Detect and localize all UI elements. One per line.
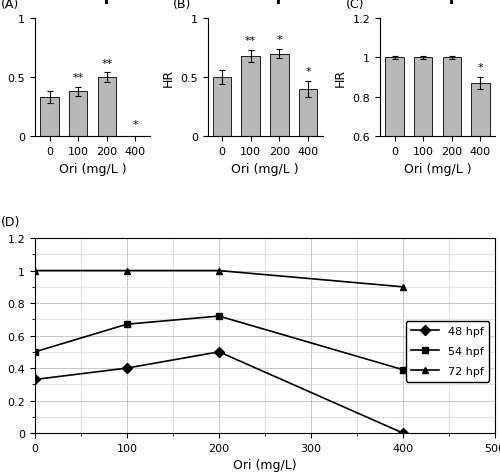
Bar	[471, 84, 490, 255]
Bar	[69, 92, 87, 137]
48 hpf	[124, 366, 130, 371]
Text: *: *	[132, 120, 138, 130]
Bar	[40, 98, 59, 137]
Bar	[98, 78, 116, 137]
Text: *: *	[276, 35, 282, 45]
48 hpf	[32, 377, 38, 383]
Text: *: *	[305, 67, 311, 77]
Y-axis label: HR: HR	[0, 327, 2, 345]
72 hpf	[400, 284, 406, 290]
Bar	[270, 54, 288, 137]
X-axis label: Ori (mg/L): Ori (mg/L)	[233, 458, 297, 471]
Y-axis label: HR: HR	[162, 69, 174, 87]
Text: (B): (B)	[173, 0, 192, 11]
48 hpf	[400, 430, 406, 436]
Text: (A): (A)	[0, 0, 19, 11]
Line: 54 hpf: 54 hpf	[32, 313, 406, 373]
Y-axis label: HR: HR	[334, 69, 347, 87]
Bar	[385, 59, 404, 255]
54 hpf	[216, 314, 222, 319]
72 hpf	[124, 268, 130, 274]
X-axis label: Ori (mg/L ): Ori (mg/L )	[231, 162, 299, 175]
Text: **: **	[101, 59, 112, 69]
Y-axis label: HR: HR	[0, 69, 2, 87]
Legend: 48 hpf, 54 hpf, 72 hpf: 48 hpf, 54 hpf, 72 hpf	[406, 321, 489, 382]
Title: 48 hpf: 48 hpf	[62, 0, 122, 4]
Line: 72 hpf: 72 hpf	[32, 268, 406, 291]
X-axis label: Ori (mg/L ): Ori (mg/L )	[58, 162, 126, 175]
54 hpf	[124, 322, 130, 327]
54 hpf	[400, 367, 406, 373]
Bar	[242, 57, 260, 137]
Title: 54 hpf: 54 hpf	[235, 0, 295, 4]
48 hpf	[216, 349, 222, 355]
Title: 72 hpf: 72 hpf	[408, 0, 468, 4]
Text: **: **	[245, 36, 256, 46]
Text: (D): (D)	[0, 216, 20, 229]
Bar	[442, 59, 461, 255]
X-axis label: Ori (mg/L ): Ori (mg/L )	[404, 162, 471, 175]
Bar	[212, 78, 232, 137]
Bar	[298, 90, 318, 137]
Line: 48 hpf: 48 hpf	[32, 348, 406, 436]
Text: (C): (C)	[346, 0, 364, 11]
72 hpf	[32, 268, 38, 274]
Bar	[414, 59, 432, 255]
Text: **: **	[72, 73, 84, 83]
Text: *: *	[478, 63, 484, 73]
72 hpf	[216, 268, 222, 274]
54 hpf	[32, 349, 38, 355]
